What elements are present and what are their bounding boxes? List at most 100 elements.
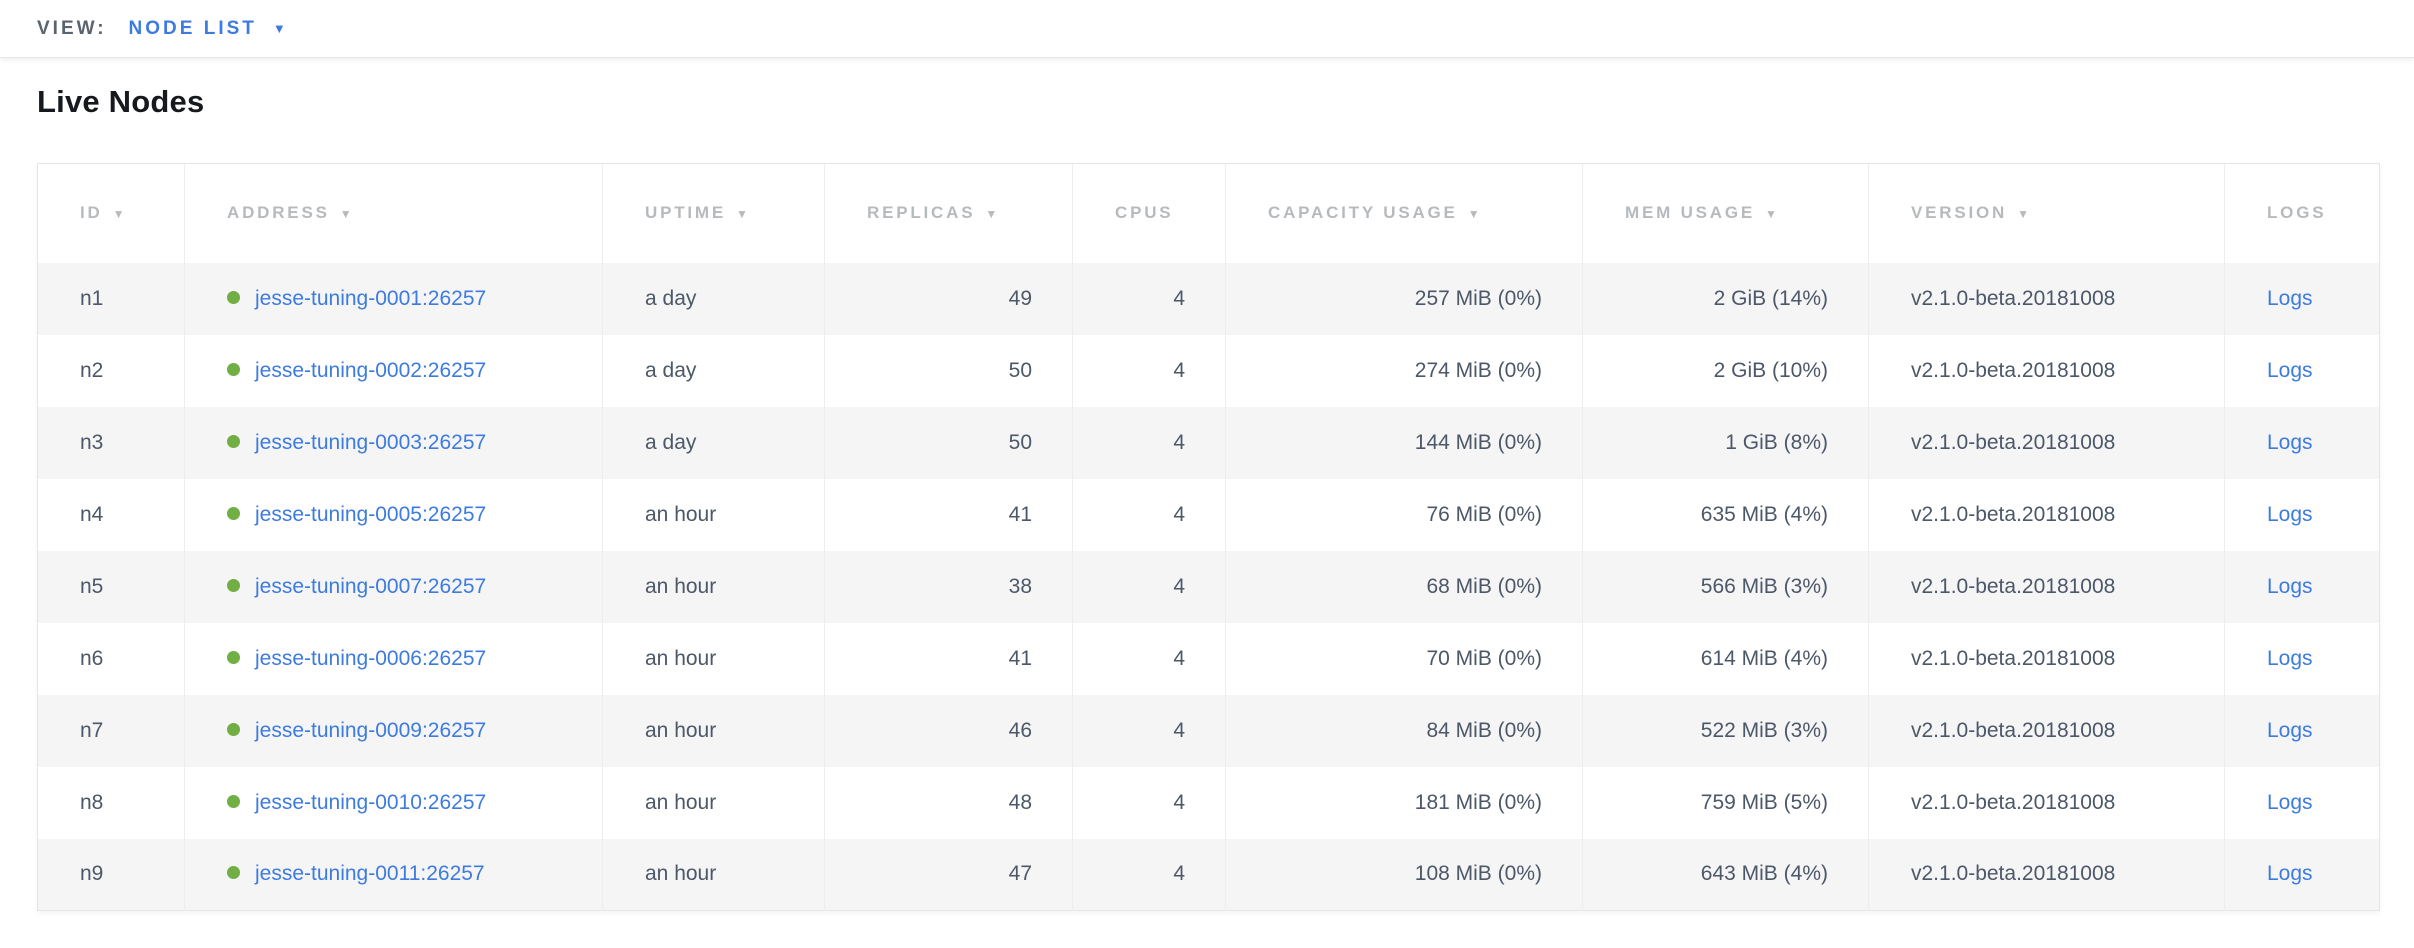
cell-id: n5 <box>80 574 104 598</box>
live-status-icon <box>227 362 240 376</box>
logs-link[interactable]: Logs <box>2267 430 2313 454</box>
cell-mem: 759 MiB (5%) <box>1582 766 1869 839</box>
logs-link[interactable]: Logs <box>2267 286 2313 310</box>
page-title: Live Nodes <box>37 84 205 119</box>
address-link[interactable]: jesse-tuning-0005:26257 <box>255 502 487 526</box>
cell-replicas: 41 <box>824 622 1073 695</box>
cell-capacity: 76 MiB (0%) <box>1225 478 1583 551</box>
cell-uptime: a day <box>602 406 825 479</box>
view-dropdown[interactable]: NODE LIST ▼ <box>129 18 286 40</box>
cell-version: v2.1.0-beta.20181008 <box>1868 838 2225 911</box>
cell-cpus: 4 <box>1072 478 1226 551</box>
logs-link[interactable]: Logs <box>2267 718 2313 742</box>
cell-address: jesse-tuning-0006:26257 <box>184 622 603 695</box>
address-link[interactable]: jesse-tuning-0001:26257 <box>255 286 487 310</box>
live-status-icon <box>227 506 240 520</box>
cell-id: n2 <box>80 358 104 382</box>
sort-arrow-icon: ▼ <box>112 207 128 222</box>
logs-link[interactable]: Logs <box>2267 574 2313 598</box>
address-link[interactable]: jesse-tuning-0002:26257 <box>255 358 487 382</box>
logs-link[interactable]: Logs <box>2267 646 2313 670</box>
column-header-cpus: CPUS <box>1072 163 1226 263</box>
cell-uptime: an hour <box>602 766 825 839</box>
cell-address: jesse-tuning-0011:26257 <box>184 838 603 911</box>
cell-mem: 614 MiB (4%) <box>1582 622 1869 695</box>
cell-uptime: an hour <box>602 622 825 695</box>
cell-logs: Logs <box>2224 694 2380 767</box>
live-status-icon <box>227 578 240 592</box>
table-row: n5 jesse-tuning-0007:26257 an hour 38 4 68 Mi… <box>37 550 2380 623</box>
address-link[interactable]: jesse-tuning-0009:26257 <box>255 718 487 742</box>
cell-replicas: 41 <box>824 478 1073 551</box>
cell-logs: Logs <box>2224 478 2380 551</box>
cell-uptime: an hour <box>602 838 825 911</box>
logs-link[interactable]: Logs <box>2267 862 2313 886</box>
cell-uptime: a day <box>602 262 825 335</box>
cell-capacity: 257 MiB (0%) <box>1225 262 1583 335</box>
column-header-version[interactable]: VERSION ▼ <box>1868 163 2225 263</box>
live-status-icon <box>227 722 240 736</box>
cell-logs: Logs <box>2224 550 2380 623</box>
address-link[interactable]: jesse-tuning-0006:26257 <box>255 646 487 670</box>
cell-version: v2.1.0-beta.20181008 <box>1868 478 2225 551</box>
column-header-mem-usage[interactable]: MEM USAGE ▼ <box>1582 163 1869 263</box>
logs-link[interactable]: Logs <box>2267 790 2313 814</box>
column-header-uptime[interactable]: UPTIME ▼ <box>602 163 825 263</box>
address-link[interactable]: jesse-tuning-0011:26257 <box>255 862 485 886</box>
sort-arrow-icon: ▼ <box>736 207 751 222</box>
column-header-id[interactable]: ID ▼ <box>37 163 185 263</box>
logs-link[interactable]: Logs <box>2267 502 2313 526</box>
cell-uptime: a day <box>602 334 825 407</box>
cell-version: v2.1.0-beta.20181008 <box>1868 406 2225 479</box>
table-row: n3 jesse-tuning-0003:26257 a day 50 4 144 MiB… <box>37 406 2380 479</box>
nodes-table-body: n1 jesse-tuning-0001:26257 a day 49 4 257 MiB… <box>37 262 2380 911</box>
sort-arrow-icon: ▼ <box>2017 207 2032 222</box>
cell-logs: Logs <box>2224 406 2380 479</box>
table-row: n2 jesse-tuning-0002:26257 a day 50 4 274 MiB… <box>37 334 2380 407</box>
address-link[interactable]: jesse-tuning-0010:26257 <box>255 790 487 814</box>
cell-id: n6 <box>80 646 104 670</box>
cell-cpus: 4 <box>1072 406 1226 479</box>
cell-cpus: 4 <box>1072 550 1226 623</box>
cell-version: v2.1.0-beta.20181008 <box>1868 262 2225 335</box>
cell-capacity: 274 MiB (0%) <box>1225 334 1583 407</box>
cell-uptime: an hour <box>602 694 825 767</box>
sort-arrow-icon: ▼ <box>1765 207 1780 222</box>
cell-logs: Logs <box>2224 334 2380 407</box>
table-row: n1 jesse-tuning-0001:26257 a day 49 4 257 MiB… <box>37 262 2380 335</box>
column-header-capacity-usage[interactable]: CAPACITY USAGE ▼ <box>1225 163 1583 263</box>
address-link[interactable]: jesse-tuning-0007:26257 <box>255 574 487 598</box>
cell-address: jesse-tuning-0002:26257 <box>184 334 603 407</box>
logs-link[interactable]: Logs <box>2267 358 2313 382</box>
cell-address: jesse-tuning-0003:26257 <box>184 406 603 479</box>
table-row: n9 jesse-tuning-0011:26257 an hour 47 4 108 M… <box>37 838 2380 911</box>
cell-replicas: 46 <box>824 694 1073 767</box>
cell-version: v2.1.0-beta.20181008 <box>1868 766 2225 839</box>
cell-mem: 1 GiB (8%) <box>1582 406 1869 479</box>
live-nodes-table: ID ▼ ADDRESS ▼ UPTIME ▼ REPLICAS ▼ CPUS CAPA… <box>37 163 2380 911</box>
cell-mem: 635 MiB (4%) <box>1582 478 1869 551</box>
sort-arrow-icon: ▼ <box>985 207 1001 222</box>
cell-uptime: an hour <box>602 550 825 623</box>
sort-arrow-icon: ▼ <box>1467 207 1483 222</box>
cell-version: v2.1.0-beta.20181008 <box>1868 334 2225 407</box>
cell-replicas: 47 <box>824 838 1073 911</box>
cell-address: jesse-tuning-0010:26257 <box>184 766 603 839</box>
cell-id: n7 <box>80 718 104 742</box>
view-label: VIEW: <box>37 17 107 39</box>
cell-capacity: 84 MiB (0%) <box>1225 694 1583 767</box>
column-header-address[interactable]: ADDRESS ▼ <box>184 163 603 263</box>
cell-id: n3 <box>80 430 104 454</box>
cell-mem: 522 MiB (3%) <box>1582 694 1869 767</box>
cell-cpus: 4 <box>1072 838 1226 911</box>
column-header-replicas[interactable]: REPLICAS ▼ <box>824 163 1073 263</box>
live-status-icon <box>227 794 240 808</box>
cell-replicas: 50 <box>824 334 1073 407</box>
cell-replicas: 50 <box>824 406 1073 479</box>
cell-replicas: 48 <box>824 766 1073 839</box>
view-dropdown-value: NODE LIST <box>128 17 257 39</box>
table-row: n7 jesse-tuning-0009:26257 an hour 46 4 84 Mi… <box>37 694 2380 767</box>
cell-replicas: 38 <box>824 550 1073 623</box>
cell-capacity: 70 MiB (0%) <box>1225 622 1583 695</box>
address-link[interactable]: jesse-tuning-0003:26257 <box>255 430 487 454</box>
